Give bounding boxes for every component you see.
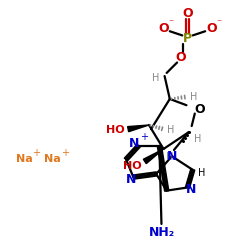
Text: O: O <box>182 7 193 20</box>
Text: N: N <box>129 137 140 150</box>
Text: NH₂: NH₂ <box>148 226 174 239</box>
Text: ⁻: ⁻ <box>168 18 173 28</box>
Text: HO: HO <box>123 160 142 170</box>
Text: O: O <box>158 22 169 34</box>
Text: H: H <box>198 168 206 178</box>
Text: Na: Na <box>16 154 32 164</box>
Text: H: H <box>166 152 173 162</box>
Text: O: O <box>206 22 217 34</box>
Text: P: P <box>183 32 192 45</box>
Polygon shape <box>143 149 164 164</box>
Text: H: H <box>152 73 159 83</box>
Text: Na: Na <box>44 154 60 164</box>
Text: O: O <box>175 51 186 64</box>
Text: N: N <box>126 173 136 186</box>
Text: O: O <box>195 103 205 116</box>
Text: +: + <box>60 148 68 158</box>
Text: N: N <box>167 150 177 163</box>
Polygon shape <box>128 125 149 132</box>
Text: H: H <box>167 125 174 135</box>
Text: H: H <box>190 92 198 102</box>
Text: HO: HO <box>106 125 125 135</box>
Text: ⁻: ⁻ <box>216 18 221 28</box>
Text: +: + <box>140 132 148 142</box>
Text: +: + <box>32 148 40 158</box>
Text: N: N <box>186 183 196 196</box>
Text: H: H <box>194 134 202 143</box>
